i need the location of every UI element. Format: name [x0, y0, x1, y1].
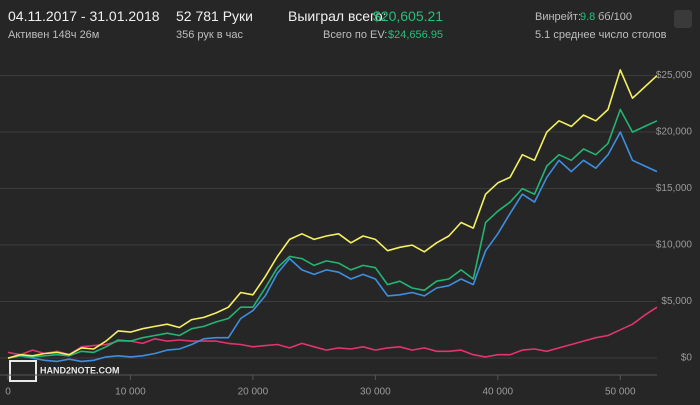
- winrate-value: 9.8: [580, 11, 596, 23]
- menu-button[interactable]: [674, 10, 692, 28]
- ev-label: Всего по EV:: [323, 29, 388, 41]
- hands: 52 781 Руки: [176, 8, 253, 24]
- series-line: [7, 131, 658, 363]
- x-tick-label: 20 000: [238, 387, 269, 398]
- series-line: [7, 108, 658, 359]
- y-tick-label: $20,000: [656, 127, 693, 138]
- y-tick-label: $0: [681, 353, 693, 364]
- y-tick-label: $10,000: [656, 240, 693, 251]
- logo-icon: [9, 360, 37, 382]
- x-tick-label: 40 000: [483, 387, 514, 398]
- x-tick-label: 50 000: [605, 387, 636, 398]
- won-label: Выиграл всего:: [288, 8, 387, 24]
- active-time: Активен 148ч 26м: [8, 29, 100, 41]
- winrate-unit: бб/100: [598, 11, 633, 23]
- y-tick-label: $25,000: [656, 70, 693, 81]
- x-tick-label: 0: [5, 387, 11, 398]
- winrate-label: Винрейт:: [535, 11, 582, 23]
- tables: 5.1 среднее число столов: [535, 29, 667, 41]
- logo: HAND2NOTE.COM: [40, 365, 120, 375]
- x-tick-label: 10 000: [115, 387, 146, 398]
- x-tick-label: 30 000: [360, 387, 391, 398]
- series-line: [7, 69, 658, 359]
- y-tick-label: $5,000: [661, 296, 692, 307]
- ev-value: $24,656.95: [388, 29, 444, 41]
- dates: 04.11.2017 - 31.01.2018: [8, 8, 160, 24]
- won-value: $20,605.21: [373, 8, 444, 24]
- series-line: [7, 306, 658, 358]
- y-tick-label: $15,000: [656, 183, 693, 194]
- hands-rate: 356 рук в час: [176, 29, 244, 41]
